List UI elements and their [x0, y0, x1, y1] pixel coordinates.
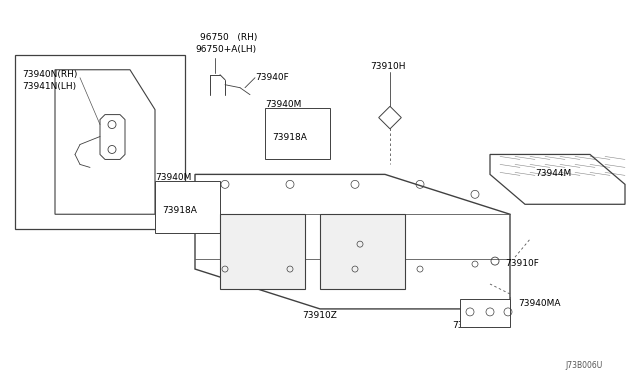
Text: 73940F: 73940F: [255, 73, 289, 82]
Bar: [155, 182, 220, 233]
Bar: [220, 214, 305, 289]
Bar: [460, 299, 510, 327]
Text: 96750+A(LH): 96750+A(LH): [195, 45, 256, 54]
Text: 73940N(RH): 73940N(RH): [22, 70, 77, 79]
Text: 73918AA: 73918AA: [452, 321, 493, 330]
Text: 73918A: 73918A: [162, 206, 197, 215]
Text: 73940M: 73940M: [155, 173, 191, 182]
Text: 96750   (RH): 96750 (RH): [200, 33, 257, 42]
Text: 73918A: 73918A: [272, 132, 307, 141]
Text: 73910F: 73910F: [505, 259, 539, 268]
Bar: [379, 106, 401, 129]
Text: J73B006U: J73B006U: [565, 361, 602, 370]
Text: 73940M: 73940M: [265, 100, 301, 109]
Text: 73944M: 73944M: [535, 169, 572, 179]
Bar: [15, 55, 185, 229]
Text: 73910Z: 73910Z: [302, 311, 337, 320]
Bar: [265, 108, 330, 160]
Text: 73941N(LH): 73941N(LH): [22, 82, 76, 91]
Text: 73910H: 73910H: [370, 62, 406, 71]
Text: 73940MA: 73940MA: [518, 299, 561, 308]
Bar: [320, 214, 405, 289]
